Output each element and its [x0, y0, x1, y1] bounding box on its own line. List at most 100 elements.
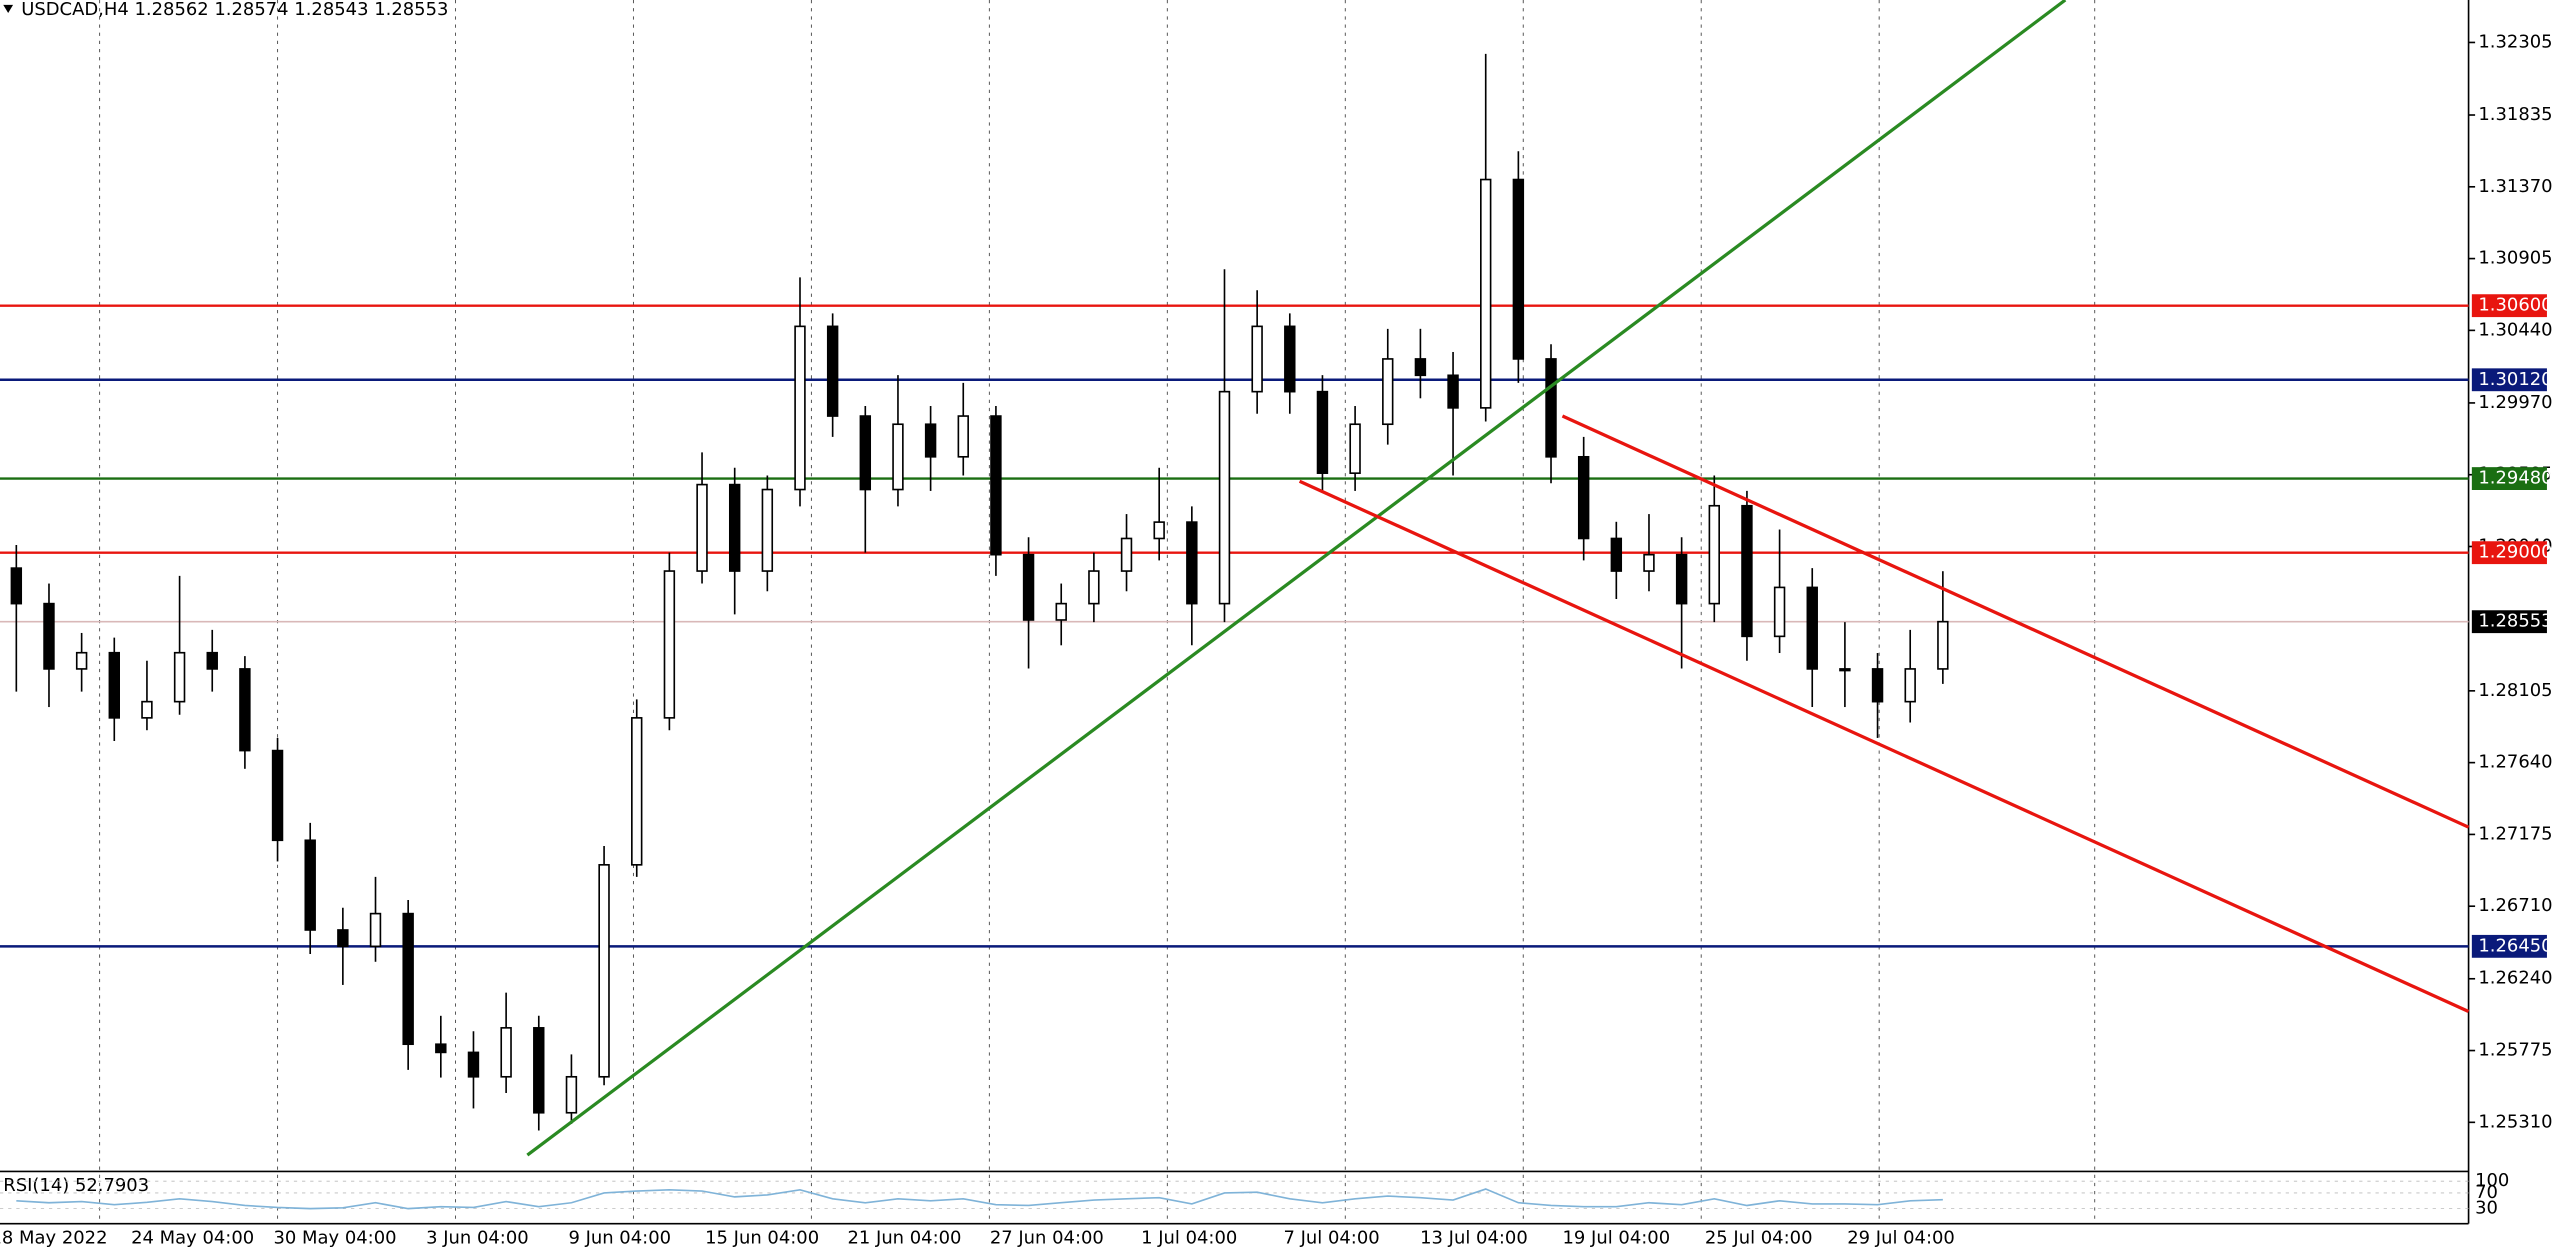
- candle-body: [1577, 455, 1590, 540]
- candle-body: [369, 912, 382, 948]
- candle-body: [1088, 570, 1100, 605]
- level-label-box: [2471, 368, 2547, 392]
- candle-body: [1218, 390, 1231, 605]
- level-label: 1.30120: [2478, 369, 2552, 390]
- candle-body: [533, 1027, 545, 1114]
- level-label-box: [2471, 610, 2547, 634]
- x-tick-label: 18 May 2022: [0, 1227, 107, 1248]
- candle-body: [826, 325, 839, 417]
- candle-body: [1022, 553, 1035, 621]
- frame: [0, 0, 2470, 1225]
- level-label-box: [2471, 294, 2547, 318]
- y-tick-label: 1.31835: [2478, 104, 2552, 125]
- candle-body: [1055, 602, 1067, 621]
- candle-body: [1937, 620, 1949, 670]
- candle-body: [1643, 553, 1655, 572]
- candle-body: [173, 651, 186, 703]
- candle-body: [1284, 325, 1296, 393]
- candle-body: [1806, 586, 1818, 670]
- candle-body: [1741, 504, 1753, 638]
- x-tick-label: 15 Jun 04:00: [705, 1227, 819, 1248]
- candle-body: [761, 488, 774, 572]
- level-label: 1.28553: [2478, 611, 2552, 632]
- x-tick-label: 30 May 04:00: [273, 1227, 396, 1248]
- candle-body: [75, 651, 88, 670]
- x-tick-label: 25 Jul 04:00: [1705, 1227, 1813, 1248]
- time-separators: [99, 0, 2096, 1224]
- trend-line: [526, 0, 2067, 1157]
- candle-body: [271, 749, 284, 842]
- y-tick-label: 1.29970: [2478, 392, 2552, 413]
- candle-body: [1773, 586, 1786, 638]
- rsi-title: RSI(14) 52.7903: [3, 1175, 149, 1196]
- y-tick-label: 1.30440: [2478, 319, 2552, 340]
- level-label-box: [2471, 934, 2547, 958]
- x-tick-label: 13 Jul 04:00: [1420, 1227, 1528, 1248]
- level-label: 1.26450: [2478, 935, 2552, 956]
- candle-body: [1904, 668, 1916, 703]
- candle-body: [1316, 390, 1329, 474]
- x-tick-label: 3 Jun 04:00: [426, 1227, 529, 1248]
- candle-body: [43, 602, 55, 670]
- rsi-tick-label: 30: [2475, 1198, 2498, 1219]
- candle-body: [1414, 358, 1427, 377]
- y-tick-label: 1.31370: [2478, 176, 2552, 197]
- rsi-line: [16, 1188, 1943, 1210]
- candle-body: [957, 415, 969, 458]
- candle-body: [728, 483, 741, 572]
- candle-body: [1839, 668, 1851, 672]
- candle-body: [696, 483, 708, 572]
- candle-body: [1447, 374, 1459, 409]
- y-tick-label: 1.32305: [2478, 31, 2552, 52]
- candle-body: [1480, 178, 1492, 409]
- level-labels: 1.30600 1.30120 1.29480 1.29000 1.28553 1.264…: [2471, 294, 2553, 958]
- candle-body: [10, 567, 23, 605]
- y-tick-label: 1.26710: [2478, 895, 2552, 916]
- candle-body: [206, 651, 218, 670]
- candles: [10, 53, 1949, 1131]
- candle-body: [631, 717, 643, 866]
- candle-body: [924, 423, 937, 458]
- candle-body: [1871, 668, 1884, 703]
- x-tick-label: 19 Jul 04:00: [1563, 1227, 1671, 1248]
- y-tick-label: 1.25310: [2478, 1111, 2552, 1132]
- candle-body: [1251, 325, 1263, 393]
- candle-body: [990, 415, 1002, 556]
- channel-upper: [1561, 414, 2470, 829]
- level-label: 1.29480: [2478, 468, 2552, 489]
- candle-body: [1545, 358, 1557, 458]
- candle-body: [402, 912, 414, 1046]
- y-tick-label: 1.28105: [2478, 680, 2552, 701]
- x-tick-label: 21 Jun 04:00: [847, 1227, 961, 1248]
- candle-body: [239, 668, 251, 752]
- x-tick-label: 1 Jul 04:00: [1141, 1227, 1237, 1248]
- candle-body: [108, 651, 120, 719]
- rsi-tick-label: 70: [2475, 1182, 2498, 1203]
- trend-lines: [526, 0, 2470, 1157]
- candle-body: [1708, 504, 1720, 605]
- candle-body: [1382, 358, 1394, 426]
- candle-body: [892, 423, 904, 491]
- y-tick-label: 1.30905: [2478, 248, 2552, 269]
- candle-body: [1675, 553, 1688, 605]
- candle-body: [435, 1043, 447, 1054]
- candle-body: [1349, 423, 1361, 474]
- y-tick-label: 1.27175: [2478, 823, 2552, 844]
- candle-body: [337, 929, 349, 948]
- menu-arrow[interactable]: [3, 4, 14, 14]
- x-tick-label: 7 Jul 04:00: [1283, 1227, 1379, 1248]
- level-label: 1.29000: [2478, 542, 2552, 563]
- candle-body: [859, 415, 872, 491]
- y-tick-label: 1.27640: [2478, 752, 2552, 773]
- level-label-box: [2471, 467, 2547, 490]
- level-label: 1.30600: [2478, 295, 2552, 316]
- x-tick-label: 27 Jun 04:00: [990, 1227, 1104, 1248]
- price-axis: 1.32305 1.31835 1.31370 1.30905 1.30440 1.299…: [2468, 31, 2553, 1132]
- candle-body: [1610, 537, 1623, 572]
- candle-body: [500, 1027, 512, 1078]
- candle-body: [467, 1051, 480, 1078]
- candle-body: [1186, 521, 1198, 605]
